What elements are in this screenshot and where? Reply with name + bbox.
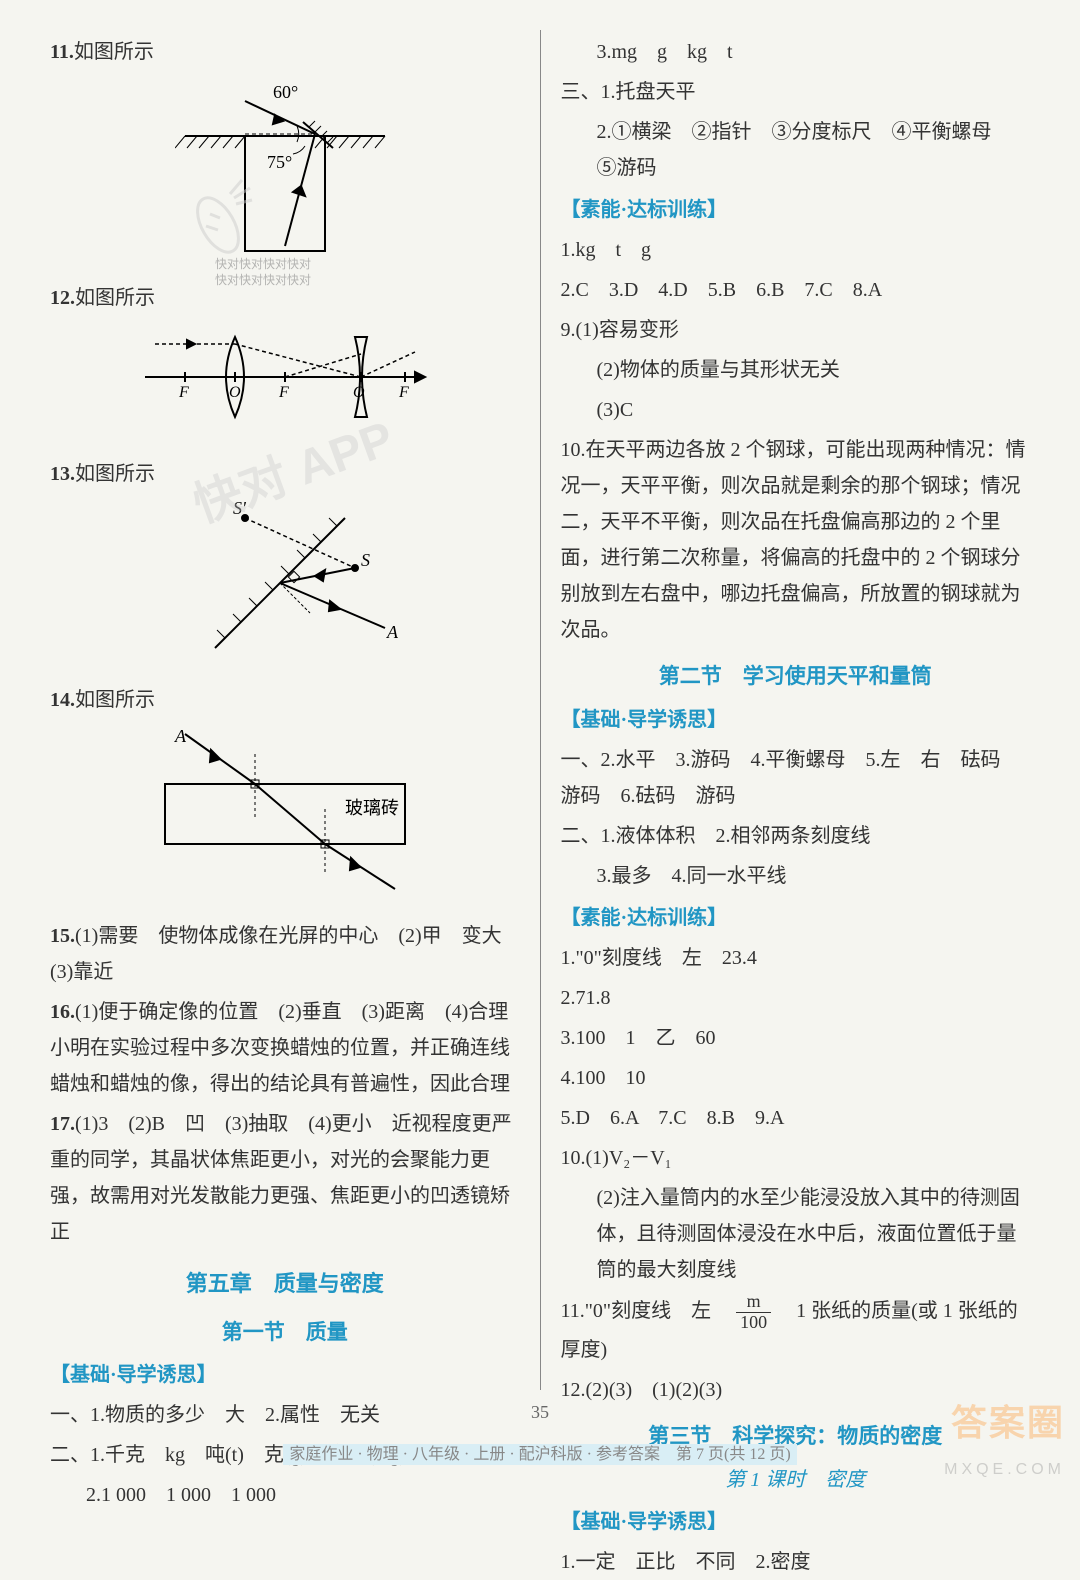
jc3: 2.1 000 1 000 1 000 — [50, 1477, 520, 1513]
suneng-header-2: 【素能·达标训练】 — [561, 900, 1031, 936]
r2: 三、1.托盘天平 — [561, 74, 1031, 110]
t11a: 11."0"刻度线 左 — [561, 1300, 732, 1322]
column-divider — [540, 30, 541, 1390]
frac-den: 100 — [736, 1313, 771, 1333]
jichu-header-3: 【基础·导学诱思】 — [561, 1504, 1031, 1540]
s9c: (3)C — [561, 392, 1031, 428]
jichu-header-1: 【基础·导学诱思】 — [50, 1357, 520, 1393]
q14: 14.如图所示 — [50, 682, 520, 718]
r3: 2.①横梁 ②指针 ③分度标尺 ④平衡螺母 ⑤游码 — [561, 114, 1031, 186]
j3-1: 1.一定 正比 不同 2.密度 — [561, 1544, 1031, 1580]
r1: 3.mg g kg t — [561, 34, 1031, 70]
q15-text: (1)需要 使物体成像在光屏的中心 (2)甲 变大 (3)靠近 — [50, 925, 522, 983]
corner-small: MXQE.COM — [944, 1456, 1065, 1485]
t3: 3.100 1 乙 60 — [561, 1020, 1031, 1056]
corner-watermark: 答案圈 MXQE.COM — [944, 1391, 1065, 1485]
q16: 16.(1)便于确定像的位置 (2)垂直 (3)距离 (4)合理 小明在实验过程… — [50, 994, 520, 1102]
fig14-glass: 玻璃砖 — [345, 798, 399, 818]
figure-13: S' S A — [50, 498, 520, 670]
t2: 2.71.8 — [561, 980, 1031, 1016]
figure-12: F O F O F — [50, 322, 520, 444]
corner-big: 答案圈 — [944, 1391, 1065, 1456]
frac-num: m — [736, 1292, 771, 1313]
t10a: 10.(1)V₂－V₁ — [561, 1140, 1031, 1176]
q15: 15.(1)需要 使物体成像在光屏的中心 (2)甲 变大 (3)靠近 — [50, 918, 520, 990]
suneng-header-1: 【素能·达标训练】 — [561, 192, 1031, 228]
figure-14: A 玻璃砖 — [50, 724, 520, 906]
s10: 10.在天平两边各放 2 个钢球，可能出现两种情况：情况一，天平平衡，则次品就是… — [561, 432, 1031, 648]
page-number: 35 — [0, 1396, 1080, 1428]
s9b: (2)物体的质量与其形状无关 — [561, 352, 1031, 388]
section-5-2-title: 第二节 学习使用天平和量筒 — [561, 658, 1031, 696]
svg-text:O: O — [353, 384, 365, 401]
svg-text:F: F — [398, 384, 409, 401]
jichu-header-2: 【基础·导学诱思】 — [561, 702, 1031, 738]
svg-text:O: O — [229, 384, 241, 401]
q12-text: 如图所示 — [75, 287, 155, 309]
fig11-angle1: 60° — [273, 82, 298, 102]
t11-fraction: m 100 — [736, 1292, 771, 1333]
svg-text:F: F — [278, 384, 289, 401]
q12: 12.如图所示 — [50, 280, 520, 316]
s2: 2.C 3.D 4.D 5.B 6.B 7.C 8.A — [561, 272, 1031, 308]
t1: 1."0"刻度线 左 23.4 — [561, 940, 1031, 976]
figure-11: 60° 75° — [50, 76, 520, 268]
t4: 4.100 10 — [561, 1060, 1031, 1096]
q14-text: 如图所示 — [75, 689, 155, 711]
svg-text:F: F — [178, 384, 189, 401]
s1: 1.kg t g — [561, 232, 1031, 268]
svg-text:A: A — [174, 726, 187, 746]
j2-2: 二、1.液体体积 2.相邻两条刻度线 — [561, 818, 1031, 854]
svg-text:S': S' — [233, 498, 247, 518]
left-column: 快对快对快对快对 快对快对快对快对 快对 APP 11.如图所示 — [50, 30, 520, 1390]
q13-text: 如图所示 — [75, 463, 155, 485]
svg-text:S: S — [361, 550, 370, 570]
t5: 5.D 6.A 7.C 8.B 9.A — [561, 1100, 1031, 1136]
svg-text:A: A — [386, 622, 399, 642]
footer-line: 家庭作业 · 物理 · 八年级 · 上册 · 配沪科版 · 参考答案 第 7 页… — [0, 1441, 1080, 1470]
q13: 13.如图所示 — [50, 456, 520, 492]
footer-text: 家庭作业 · 物理 · 八年级 · 上册 · 配沪科版 · 参考答案 第 7 页… — [283, 1444, 796, 1465]
j2-3: 3.最多 4.同一水平线 — [561, 858, 1031, 894]
j2-1: 一、2.水平 3.游码 4.平衡螺母 5.左 右 砝码 游码 6.砝码 游码 — [561, 742, 1031, 814]
q11-text: 如图所示 — [74, 41, 154, 63]
fig11-angle2: 75° — [267, 152, 292, 172]
q17: 17.(1)3 (2)B 凹 (3)抽取 (4)更小 近视程度更严重的同学，其晶… — [50, 1106, 520, 1250]
q11: 11.如图所示 — [50, 34, 520, 70]
t10b: (2)注入量筒内的水至少能浸没放入其中的待测固体，且待测固体浸没在水中后，液面位… — [561, 1180, 1031, 1288]
two-column-layout: 快对快对快对快对 快对快对快对快对 快对 APP 11.如图所示 — [50, 30, 1030, 1390]
s9a: 9.(1)容易变形 — [561, 312, 1031, 348]
q17-text: (1)3 (2)B 凹 (3)抽取 (4)更小 近视程度更严重的同学，其晶状体焦… — [50, 1113, 512, 1243]
section-5-1-title: 第一节 质量 — [50, 1314, 520, 1352]
t11: 11."0"刻度线 左 m 100 1 张纸的质量(或 1 张纸的厚度) — [561, 1292, 1031, 1369]
q16-text: (1)便于确定像的位置 (2)垂直 (3)距离 (4)合理 小明在实验过程中多次… — [50, 1001, 528, 1095]
right-column: 3.mg g kg t 三、1.托盘天平 2.①横梁 ②指针 ③分度标尺 ④平衡… — [561, 30, 1031, 1390]
chapter-5-title: 第五章 质量与密度 — [50, 1264, 520, 1304]
